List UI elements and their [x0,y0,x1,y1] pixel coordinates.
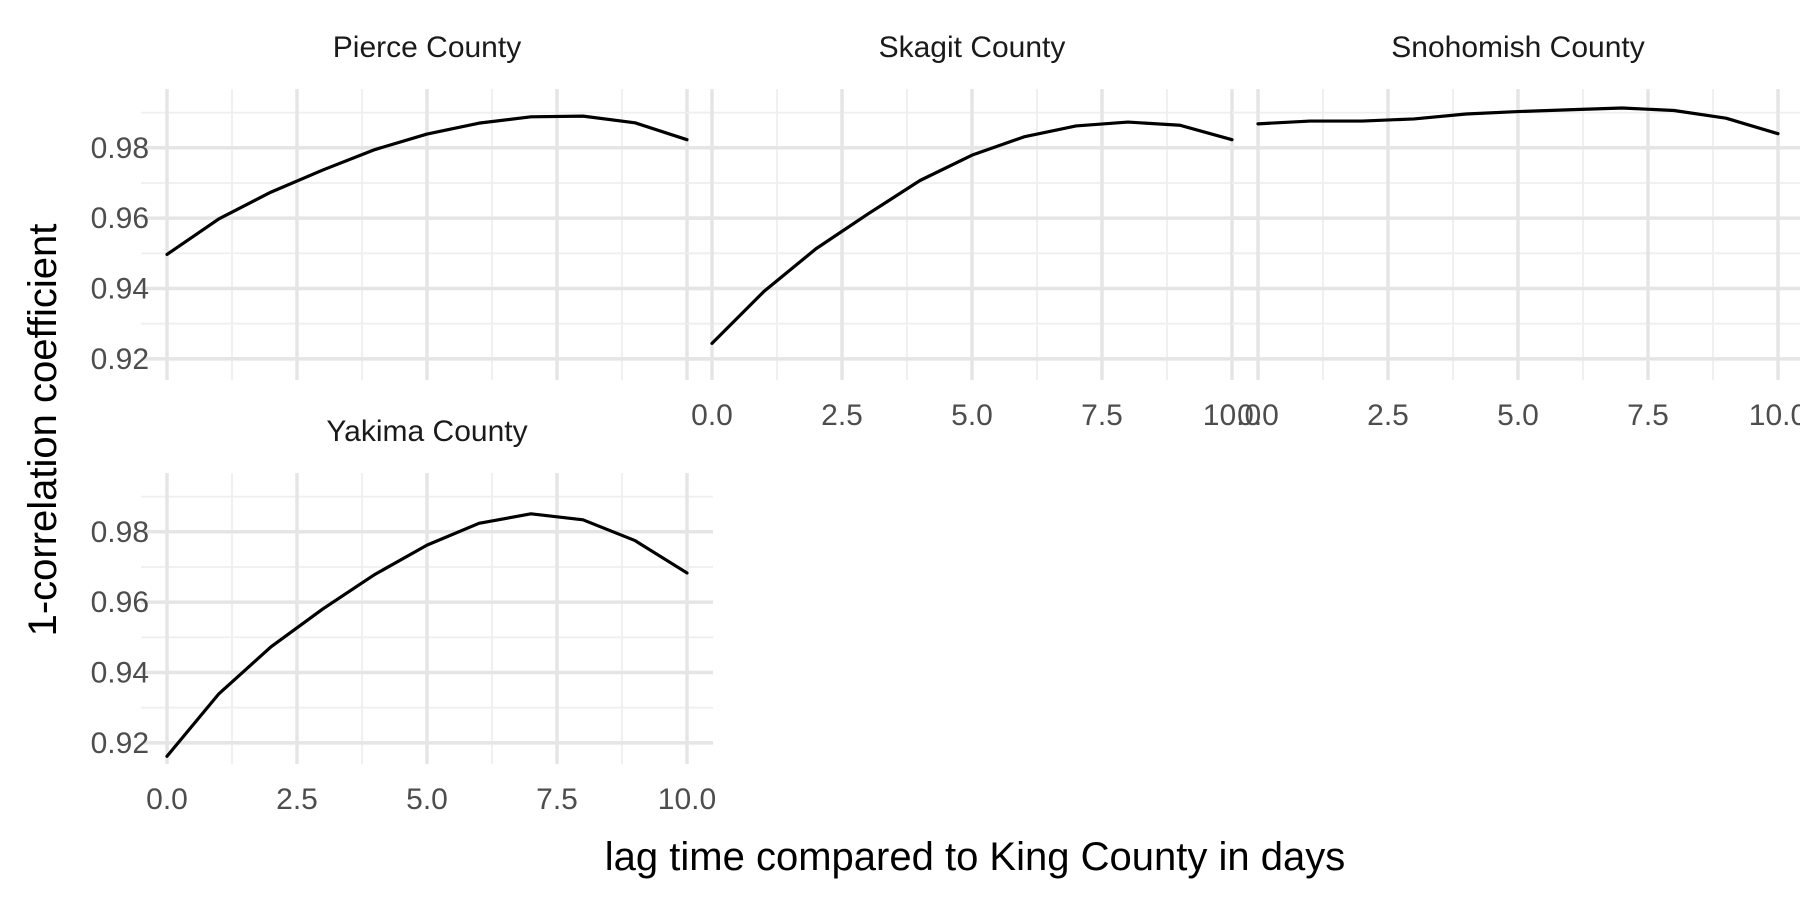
y-axis-title: 1-correlation coefficient [21,224,65,637]
y-tick-label: 0.94 [91,657,149,690]
x-tick-label: 5.0 [406,783,448,816]
x-tick-label: 10.0 [658,783,716,816]
y-tick-label: 0.96 [91,202,149,235]
series-line [165,512,689,758]
x-tick-label: 0.0 [146,783,188,816]
x-tick-label: 2.5 [821,399,863,432]
panel-title: Yakima County [326,415,527,448]
series-line [1256,106,1780,136]
y-tick-label: 0.92 [91,727,149,760]
x-tick-label: 7.5 [1081,399,1123,432]
x-tick-label: 0.0 [1237,399,1279,432]
series-line [710,120,1234,346]
x-tick-label: 10.0 [1203,399,1261,432]
y-tick-label: 0.96 [91,586,149,619]
x-axis-title: lag time compared to King County in days [605,835,1345,879]
y-tick-label: 0.98 [91,516,149,549]
x-tick-label: 5.0 [1497,399,1539,432]
panels-group: Pierce County 0.92 0.94 0.96 0.98 Skagit Coun… [91,31,1800,816]
y-tick-label: 0.92 [91,343,149,376]
panel-yakima-county: Yakima County 0.92 0.94 0.96 0.98 0.0 2.5 5.0 7.… [91,415,717,816]
panel-pierce-county: Pierce County 0.92 0.94 0.96 0.98 [91,31,713,380]
x-tick-label: 0.0 [691,399,733,432]
y-tick-label: 0.98 [91,132,149,165]
x-tick-label: 7.5 [1627,399,1669,432]
panel-title: Skagit County [879,31,1066,64]
x-tick-label: 2.5 [1367,399,1409,432]
x-tick-label: 5.0 [951,399,993,432]
x-tick-label: 10.0 [1749,399,1800,432]
panel-skagit-county: Skagit County 0.0 2.5 5.0 7.5 10.0 [686,31,1261,432]
x-tick-label: 7.5 [536,783,578,816]
panel-snohomish-county: Snohomish County 0.0 2.5 5.0 7.5 10.0 [1232,31,1800,432]
x-tick-label: 2.5 [276,783,318,816]
y-tick-label: 0.94 [91,273,149,306]
panel-title: Snohomish County [1391,31,1644,64]
panel-title: Pierce County [333,31,521,64]
series-line [165,114,689,256]
